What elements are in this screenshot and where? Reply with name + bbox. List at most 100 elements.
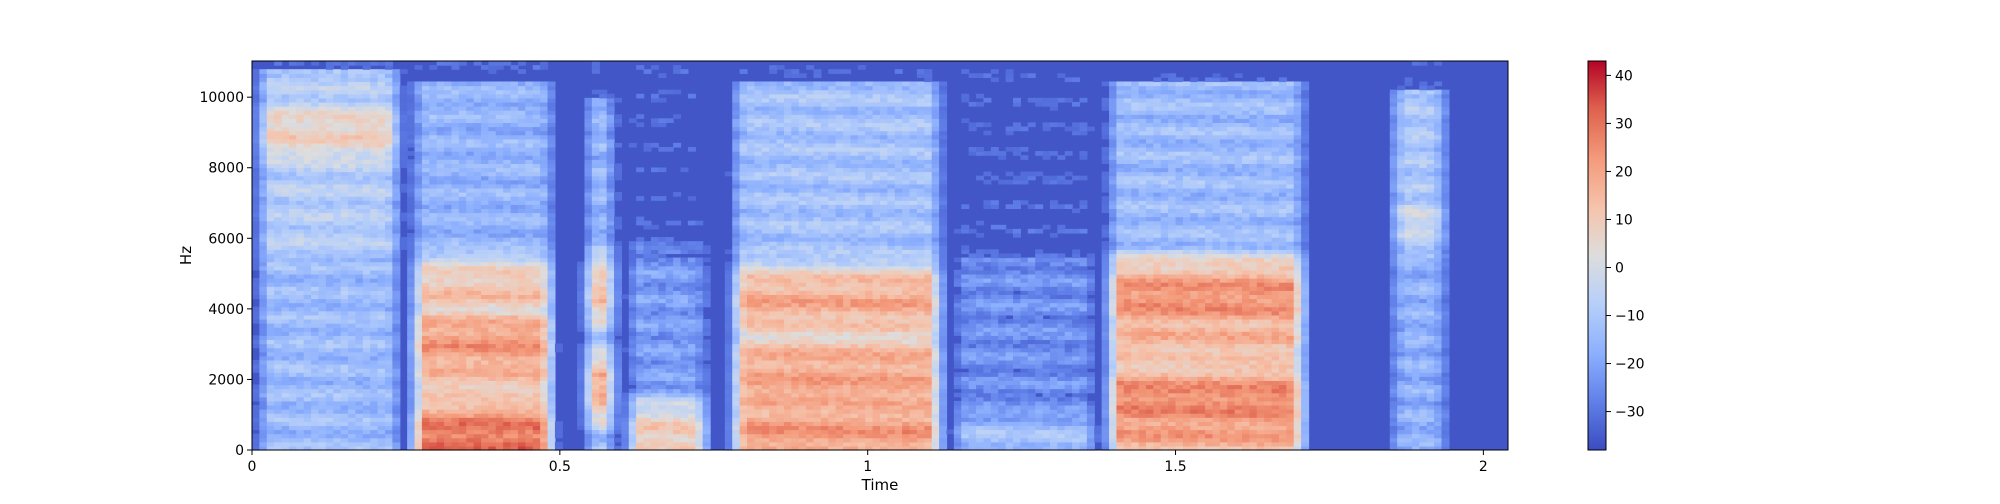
heatmap-cell (288, 306, 297, 312)
heatmap-cell (340, 355, 349, 361)
heatmap-cell (303, 130, 312, 136)
heatmap-cell (296, 404, 305, 410)
heatmap-cell (370, 192, 379, 197)
heatmap-cell (495, 245, 504, 250)
heatmap-cell (643, 249, 652, 255)
heatmap-cell (540, 323, 549, 328)
heatmap-cell (591, 368, 600, 373)
heatmap-cell (665, 323, 674, 328)
heatmap-cell (296, 204, 305, 210)
heatmap-cell (473, 200, 482, 205)
heatmap-cell (680, 318, 689, 324)
heatmap-cell (340, 413, 349, 418)
heatmap-cell (488, 228, 497, 234)
heatmap-cell (510, 89, 519, 95)
heatmap-cell (628, 421, 637, 427)
heatmap-cell (399, 122, 408, 128)
heatmap-cell (473, 106, 482, 111)
heatmap-cell (281, 327, 290, 332)
heatmap-cell (650, 269, 659, 275)
heatmap-cell (739, 437, 748, 443)
heatmap-cell (436, 245, 445, 250)
heatmap-cell (333, 77, 342, 83)
heatmap-cell (296, 314, 305, 320)
heatmap-cell (458, 159, 467, 164)
heatmap-cell (702, 372, 711, 377)
heatmap-cell (451, 61, 460, 66)
heatmap-cell (355, 200, 364, 205)
heatmap-cell (355, 323, 364, 328)
heatmap-cell (658, 118, 667, 124)
heatmap-cell (377, 179, 386, 185)
heatmap-cell (614, 175, 623, 181)
heatmap-cell (739, 196, 748, 201)
heatmap-cell (606, 204, 615, 210)
heatmap-cell (281, 359, 290, 365)
heatmap-cell (444, 425, 453, 431)
heatmap-cell (680, 392, 689, 398)
heatmap-cell (481, 134, 490, 140)
heatmap-cell (274, 302, 283, 308)
heatmap-cell (517, 200, 526, 205)
heatmap-cell (517, 347, 526, 353)
heatmap-cell (414, 130, 423, 136)
heatmap-cell (318, 171, 327, 177)
heatmap-cell (340, 61, 349, 66)
heatmap-cell (296, 134, 305, 140)
heatmap-cell (481, 396, 490, 402)
heatmap-cell (466, 167, 475, 173)
heatmap-cell (488, 151, 497, 156)
heatmap-cell (259, 200, 268, 205)
heatmap-cell (547, 392, 556, 398)
heatmap-cell (732, 327, 741, 332)
heatmap-cell (510, 224, 519, 230)
heatmap-cell (311, 351, 320, 357)
heatmap-cell (599, 376, 608, 381)
heatmap-cell (732, 347, 741, 353)
heatmap-cell (525, 192, 534, 197)
heatmap-cell (407, 404, 416, 410)
heatmap-cell (340, 81, 349, 87)
heatmap-cell (436, 286, 445, 291)
heatmap-cell (665, 241, 674, 246)
heatmap-cell (466, 130, 475, 136)
heatmap-cell (466, 323, 475, 328)
heatmap-cell (377, 429, 386, 435)
heatmap-cell (259, 163, 268, 169)
heatmap-cell (680, 364, 689, 369)
heatmap-cell (340, 89, 349, 95)
heatmap-cell (384, 282, 393, 287)
heatmap-cell (458, 138, 467, 144)
heatmap-cell (303, 175, 312, 181)
heatmap-cell (591, 106, 600, 111)
heatmap-cell (392, 388, 401, 394)
heatmap-cell (421, 302, 430, 308)
heatmap-cell (311, 380, 320, 386)
heatmap-cell (370, 212, 379, 218)
heatmap-cell (532, 421, 541, 427)
heatmap-cell (436, 318, 445, 324)
heatmap-cell (348, 392, 357, 398)
heatmap-cell (288, 441, 297, 447)
heatmap-cell (540, 364, 549, 369)
heatmap-cell (281, 106, 290, 111)
heatmap-cell (340, 65, 349, 70)
heatmap-cell (702, 429, 711, 435)
heatmap-cell (540, 429, 549, 435)
heatmap-cell (318, 167, 327, 173)
heatmap-cell (377, 220, 386, 226)
heatmap-cell (658, 380, 667, 386)
heatmap-cell (288, 241, 297, 246)
heatmap-cell (436, 220, 445, 226)
heatmap-cell (421, 376, 430, 381)
heatmap-cell (739, 318, 748, 324)
heatmap-cell (732, 425, 741, 431)
heatmap-cell (591, 224, 600, 230)
heatmap-cell (444, 171, 453, 177)
heatmap-cell (488, 290, 497, 295)
heatmap-cell (532, 241, 541, 246)
heatmap-cell (325, 421, 334, 427)
heatmap-cell (591, 323, 600, 328)
heatmap-cell (532, 187, 541, 193)
heatmap-cell (421, 241, 430, 246)
